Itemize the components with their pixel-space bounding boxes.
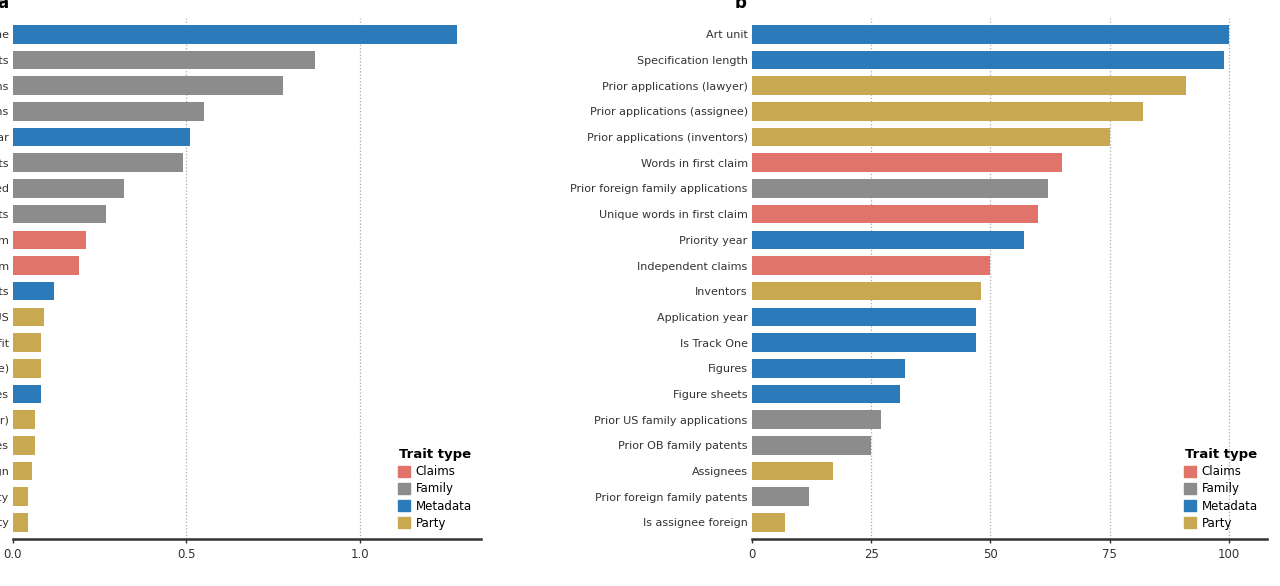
- Bar: [751, 359, 905, 377]
- Bar: [751, 179, 1048, 197]
- Bar: [751, 51, 1224, 69]
- Bar: [13, 333, 41, 352]
- Bar: [13, 308, 44, 326]
- Bar: [13, 128, 189, 146]
- Bar: [751, 256, 991, 275]
- Bar: [751, 230, 1024, 249]
- Legend: Claims, Family, Metadata, Party: Claims, Family, Metadata, Party: [1180, 445, 1261, 533]
- Bar: [751, 410, 881, 429]
- Bar: [751, 154, 1062, 172]
- Bar: [13, 25, 457, 43]
- Bar: [13, 385, 41, 403]
- Bar: [13, 436, 36, 455]
- Bar: [13, 51, 315, 69]
- Bar: [751, 462, 833, 481]
- Bar: [13, 282, 55, 301]
- Bar: [13, 76, 283, 95]
- Bar: [13, 513, 28, 532]
- Bar: [13, 256, 79, 275]
- Bar: [751, 333, 977, 352]
- Bar: [13, 410, 36, 429]
- Bar: [751, 308, 977, 326]
- Bar: [13, 230, 86, 249]
- Bar: [13, 359, 41, 377]
- Text: a: a: [0, 0, 8, 12]
- Bar: [751, 102, 1143, 121]
- Bar: [13, 179, 124, 197]
- Legend: Claims, Family, Metadata, Party: Claims, Family, Metadata, Party: [394, 445, 475, 533]
- Bar: [751, 436, 872, 455]
- Bar: [751, 282, 980, 301]
- Text: b: b: [735, 0, 746, 12]
- Bar: [751, 128, 1110, 146]
- Bar: [751, 76, 1187, 95]
- Bar: [751, 488, 809, 506]
- Bar: [13, 462, 32, 481]
- Bar: [13, 205, 106, 223]
- Bar: [13, 154, 183, 172]
- Bar: [751, 25, 1229, 43]
- Bar: [751, 513, 785, 532]
- Bar: [13, 102, 204, 121]
- Bar: [13, 488, 28, 506]
- Bar: [751, 385, 900, 403]
- Bar: [751, 205, 1038, 223]
